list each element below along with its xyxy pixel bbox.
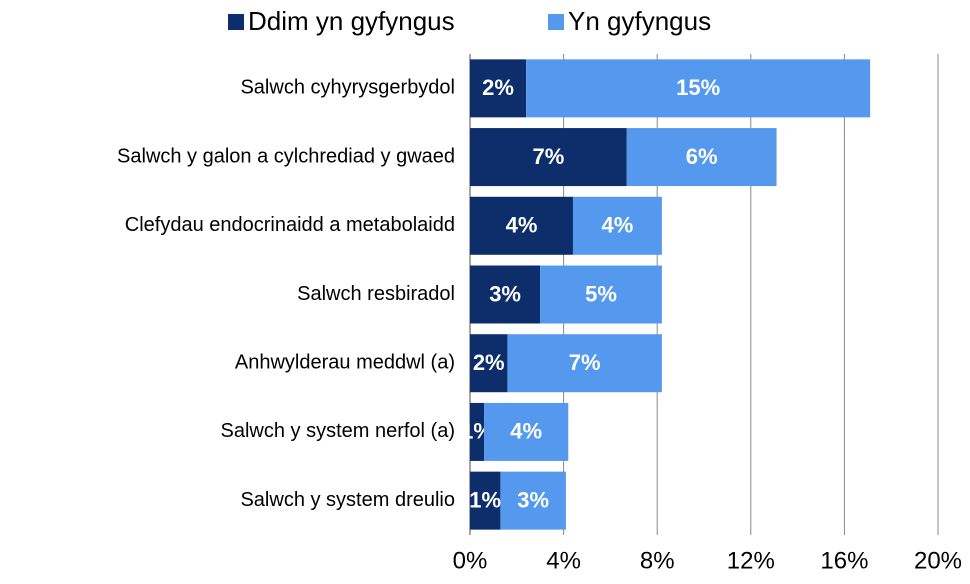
y-tick-label: Salwch y system dreulio (240, 489, 455, 511)
data-label: 15% (676, 75, 720, 100)
data-label: 1% (469, 487, 501, 512)
bar (572, 196, 662, 255)
bar (626, 128, 777, 187)
data-label: 2% (482, 75, 514, 100)
bar (540, 265, 662, 324)
y-tick-label: Salwch resbiradol (297, 283, 455, 305)
x-tick-label: 16% (820, 547, 868, 574)
y-tick-label: Salwch y system nerfol (a) (220, 420, 455, 442)
y-tick-label: Salwch cyhyrysgerbydol (240, 77, 455, 99)
x-tick-label: 8% (640, 547, 675, 574)
x-tick-label: 4% (546, 547, 581, 574)
legend-swatch (548, 14, 564, 30)
data-label: 6% (686, 144, 718, 169)
x-tick-label: 12% (727, 547, 775, 574)
bar (470, 196, 573, 255)
x-tick-label: 0% (453, 547, 488, 574)
bar (470, 265, 541, 324)
y-tick-label: Clefydau endocrinaidd a metabolaidd (125, 214, 455, 236)
data-label: 4% (602, 213, 634, 238)
bar (470, 59, 527, 118)
data-label: 4% (510, 419, 542, 444)
legend-label: Yn gyfyngus (568, 6, 711, 36)
legend-label: Ddim yn gyfyngus (248, 6, 455, 36)
bar (470, 128, 627, 187)
data-label: 3% (517, 487, 549, 512)
bar (526, 59, 871, 118)
data-label: 5% (585, 281, 617, 306)
bar (470, 334, 508, 393)
x-tick-label: 20% (914, 547, 962, 574)
bar (500, 471, 566, 530)
data-label: 2% (473, 350, 505, 375)
bar (507, 334, 662, 393)
bar (484, 402, 569, 461)
y-tick-label: Anhwylderau meddwl (a) (235, 351, 455, 373)
data-label: 4% (506, 213, 538, 238)
data-label: 7% (569, 350, 601, 375)
bar (470, 471, 501, 530)
data-label: 7% (532, 144, 564, 169)
bar (470, 402, 485, 461)
y-tick-label: Salwch y galon a cylchrediad y gwaed (117, 145, 455, 167)
data-label: 3% (489, 281, 521, 306)
legend-swatch (228, 14, 244, 30)
